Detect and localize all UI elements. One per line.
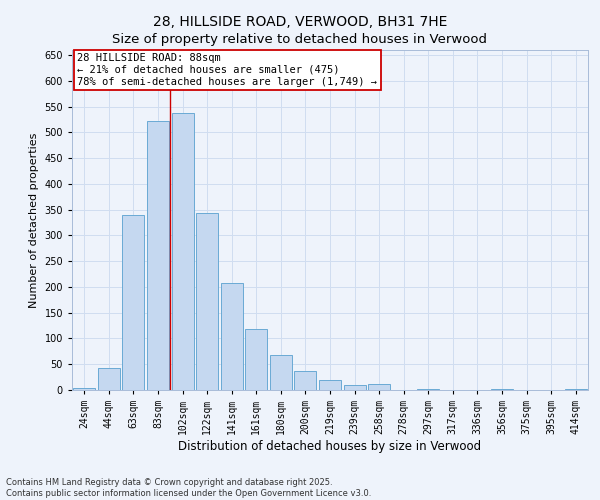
Bar (172, 113, 194, 390)
Y-axis label: Number of detached properties: Number of detached properties (29, 132, 39, 308)
Bar (221, 284, 243, 390)
X-axis label: Distribution of detached houses by size in Verwood: Distribution of detached houses by size … (178, 440, 482, 453)
Bar (245, 329, 268, 390)
Text: Size of property relative to detached houses in Verwood: Size of property relative to detached ho… (113, 32, 487, 46)
Text: 28 HILLSIDE ROAD: 88sqm
← 21% of detached houses are smaller (475)
78% of semi-d: 28 HILLSIDE ROAD: 88sqm ← 21% of detache… (77, 54, 377, 86)
Bar (98, 368, 120, 390)
Bar (73, 388, 95, 390)
Bar (565, 389, 587, 390)
Bar (319, 380, 341, 390)
Bar (147, 121, 169, 390)
Bar (196, 213, 218, 390)
Text: Contains HM Land Registry data © Crown copyright and database right 2025.
Contai: Contains HM Land Registry data © Crown c… (6, 478, 371, 498)
Bar (344, 386, 365, 390)
Bar (417, 389, 439, 390)
Bar (122, 215, 145, 390)
Bar (295, 371, 316, 390)
Text: 28, HILLSIDE ROAD, VERWOOD, BH31 7HE: 28, HILLSIDE ROAD, VERWOOD, BH31 7HE (153, 15, 447, 29)
Bar (270, 355, 292, 390)
Bar (368, 384, 390, 390)
